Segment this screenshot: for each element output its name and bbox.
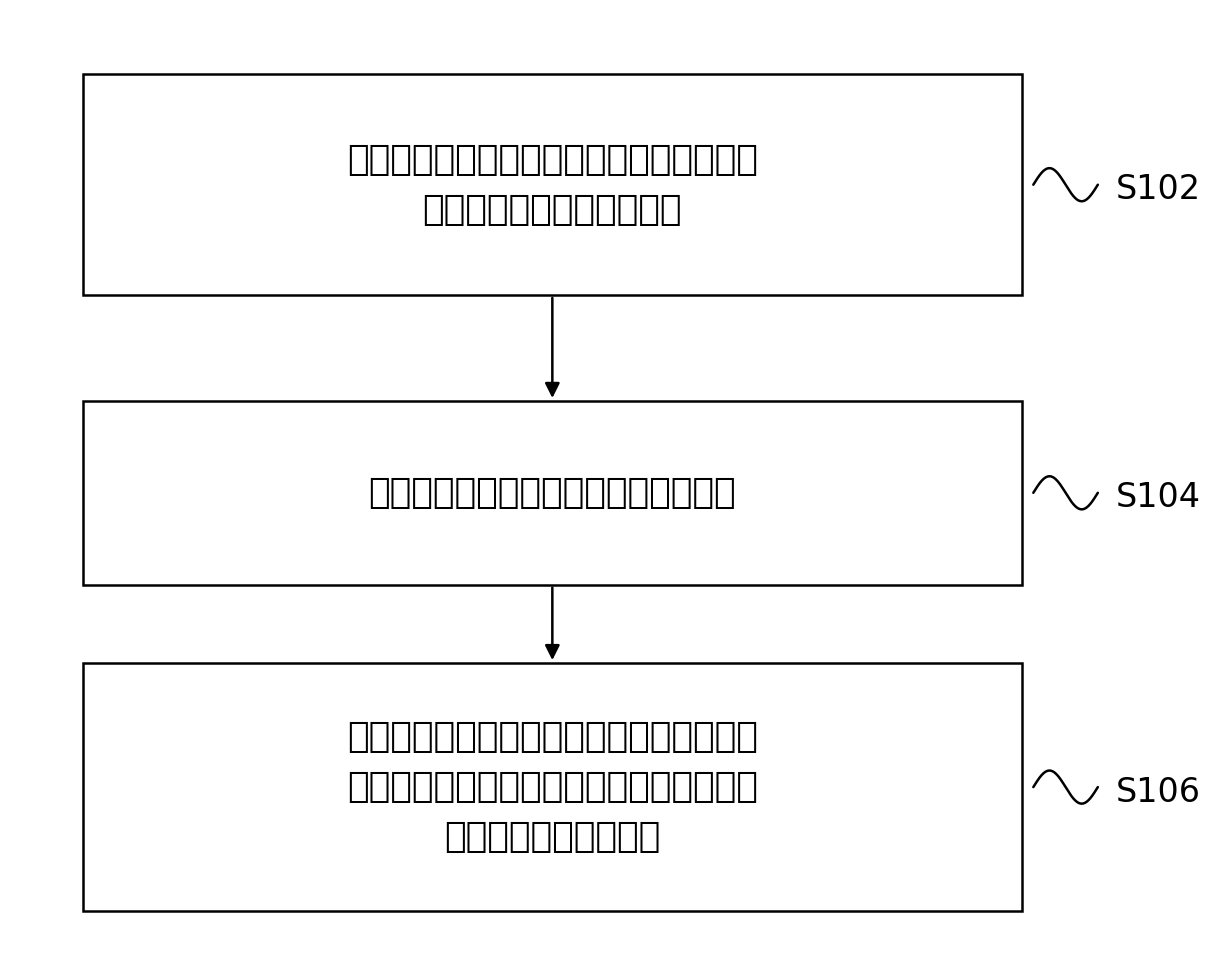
Bar (83, 663, 1022, 911)
Text: S104: S104 (1116, 481, 1200, 514)
Text: S106: S106 (1116, 776, 1200, 809)
Text: S102: S102 (1116, 173, 1200, 206)
Bar (83, 400, 1022, 584)
Text: 获取所述第一触发信号对应的菜单模块: 获取所述第一触发信号对应的菜单模块 (369, 476, 736, 510)
Bar (83, 75, 1022, 295)
Text: 在烹饪器具处于菜单选择阶段，接收菜单选
择按键生成的第一触发信号: 在烹饪器具处于菜单选择阶段，接收菜单选 择按键生成的第一触发信号 (347, 143, 758, 227)
Text: 控制显示面板上菜单模块对应的指示装置指
示，并控制除菜单模块之外的其他菜单模块
对应的指示装置不指示: 控制显示面板上菜单模块对应的指示装置指 示，并控制除菜单模块之外的其他菜单模块 … (347, 719, 758, 855)
